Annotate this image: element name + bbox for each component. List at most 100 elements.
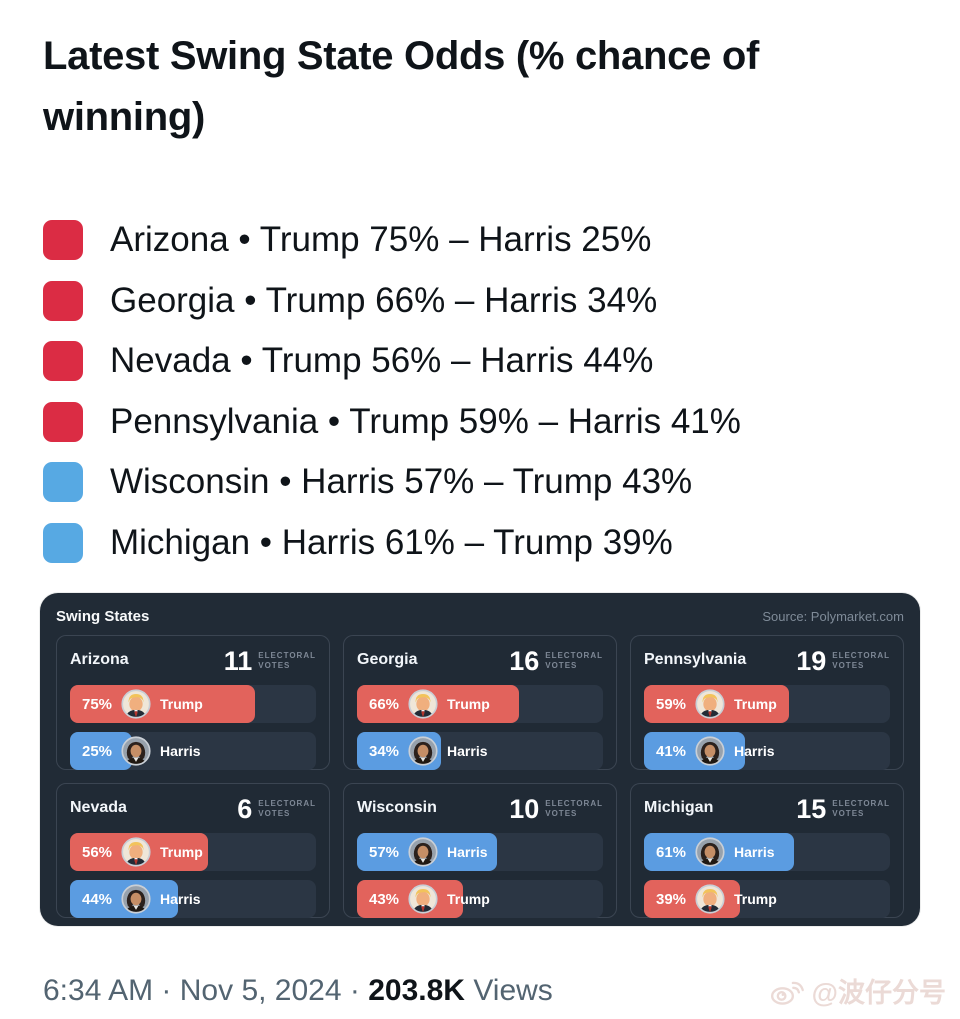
electoral-votes-label: ELECTORAL VOTES bbox=[832, 651, 890, 670]
list-item-michigan: Michigan • Harris 61% – Trump 39% bbox=[43, 513, 917, 574]
candidate-name: Trump bbox=[447, 891, 490, 907]
harris-bar: 44% Harris bbox=[70, 880, 316, 918]
trump-bar: 75% Trump bbox=[70, 685, 316, 723]
electoral-votes-label: ELECTORAL VOTES bbox=[258, 799, 316, 818]
blue-square-icon bbox=[43, 462, 83, 503]
list-item-arizona: Arizona • Trump 75% – Harris 25% bbox=[43, 210, 917, 271]
post-title: Latest Swing State Odds (% chance of win… bbox=[43, 34, 759, 139]
trump-avatar-icon bbox=[408, 884, 438, 914]
harris-bar: 57% Harris bbox=[357, 833, 603, 871]
harris-avatar-icon bbox=[695, 837, 725, 867]
trump-bar: 59% Trump bbox=[644, 685, 890, 723]
red-square-icon bbox=[43, 220, 83, 261]
pct-value: 59% bbox=[656, 695, 687, 713]
trump-avatar-icon bbox=[121, 689, 151, 719]
watermark-handle: @波仔分号 bbox=[811, 978, 946, 1008]
trump-avatar-icon bbox=[408, 689, 438, 719]
pct-value: 44% bbox=[82, 890, 113, 908]
tile-arizona: Arizona 11 ELECTORAL VOTES 75% Trump bbox=[56, 635, 330, 770]
trump-avatar-icon bbox=[121, 837, 151, 867]
candidate-name: Harris bbox=[447, 743, 488, 759]
candidate-name: Trump bbox=[447, 696, 490, 712]
trump-avatar-icon bbox=[695, 689, 725, 719]
dot-separator: · bbox=[161, 973, 172, 1007]
harris-bar: 61% Harris bbox=[644, 833, 890, 871]
tile-georgia: Georgia 16 ELECTORAL VOTES 66% Trump bbox=[343, 635, 617, 770]
trump-bar: 56% Trump bbox=[70, 833, 316, 871]
state-name: Wisconsin bbox=[357, 799, 437, 816]
trump-avatar-icon bbox=[695, 884, 725, 914]
tile-michigan: Michigan 15 ELECTORAL VOTES 61% Harris bbox=[630, 783, 904, 918]
pct-value: 56% bbox=[82, 843, 113, 861]
electoral-votes-number: 10 bbox=[509, 794, 540, 824]
harris-bar: 25% Harris bbox=[70, 732, 316, 770]
post-time: 6:34 AM bbox=[43, 973, 154, 1007]
harris-avatar-icon bbox=[121, 884, 151, 914]
state-name: Georgia bbox=[357, 651, 418, 668]
harris-avatar-icon bbox=[121, 736, 151, 766]
state-name: Michigan bbox=[644, 799, 714, 816]
list-item-text: Michigan • Harris 61% – Trump 39% bbox=[110, 522, 673, 562]
card-source: Source: Polymarket.com bbox=[762, 608, 904, 624]
candidate-name: Harris bbox=[447, 844, 488, 860]
red-square-icon bbox=[43, 341, 83, 382]
list-item-wisconsin: Wisconsin • Harris 57% – Trump 43% bbox=[43, 452, 917, 513]
list-item-text: Georgia • Trump 66% – Harris 34% bbox=[110, 280, 658, 320]
list-item-text: Arizona • Trump 75% – Harris 25% bbox=[110, 220, 652, 260]
candidate-name: Trump bbox=[160, 844, 203, 860]
candidate-name: Harris bbox=[160, 891, 201, 907]
trump-bar: 39% Trump bbox=[644, 880, 890, 918]
candidate-name: Trump bbox=[734, 696, 777, 712]
state-tiles-grid: Arizona 11 ELECTORAL VOTES 75% Trump bbox=[56, 635, 904, 918]
swing-states-media-card[interactable]: Swing States Source: Polymarket.com Ariz… bbox=[40, 593, 920, 926]
blue-square-icon bbox=[43, 522, 83, 563]
tile-nevada: Nevada 6 ELECTORAL VOTES 56% Trump bbox=[56, 783, 330, 918]
list-item-pennsylvania: Pennsylvania • Trump 59% – Harris 41% bbox=[43, 392, 917, 453]
tile-wisconsin: Wisconsin 10 ELECTORAL VOTES 57% Harris bbox=[343, 783, 617, 918]
electoral-votes-number: 6 bbox=[237, 794, 253, 824]
pct-value: 61% bbox=[656, 843, 687, 861]
list-item-georgia: Georgia • Trump 66% – Harris 34% bbox=[43, 271, 917, 332]
candidate-name: Harris bbox=[160, 743, 201, 759]
candidate-name: Harris bbox=[734, 743, 775, 759]
harris-bar: 41% Harris bbox=[644, 732, 890, 770]
pct-value: 75% bbox=[82, 695, 113, 713]
electoral-votes-label: ELECTORAL VOTES bbox=[545, 799, 603, 818]
state-odds-list: Arizona • Trump 75% – Harris 25% Georgia… bbox=[43, 210, 917, 573]
card-header: Swing States Source: Polymarket.com bbox=[56, 605, 904, 627]
pct-value: 39% bbox=[656, 890, 687, 908]
pct-value: 34% bbox=[369, 742, 400, 760]
electoral-votes-number: 19 bbox=[796, 646, 827, 676]
state-name: Arizona bbox=[70, 651, 129, 668]
trump-bar: 43% Trump bbox=[357, 880, 603, 918]
weibo-logo-icon bbox=[770, 981, 804, 1005]
pct-value: 41% bbox=[656, 742, 687, 760]
candidate-name: Trump bbox=[734, 891, 777, 907]
harris-avatar-icon bbox=[695, 736, 725, 766]
electoral-votes-label: ELECTORAL VOTES bbox=[832, 799, 890, 818]
post-footer: 6:34 AM · Nov 5, 2024 · 203.8K Views @波仔… bbox=[43, 971, 946, 1010]
timestamp: 6:34 AM · Nov 5, 2024 · 203.8K Views bbox=[43, 974, 553, 1008]
views-label: Views bbox=[473, 973, 553, 1007]
pct-value: 25% bbox=[82, 742, 113, 760]
list-item-text: Pennsylvania • Trump 59% – Harris 41% bbox=[110, 401, 741, 441]
trump-bar: 66% Trump bbox=[357, 685, 603, 723]
views-count: 203.8K bbox=[368, 973, 465, 1007]
candidate-name: Trump bbox=[160, 696, 203, 712]
harris-avatar-icon bbox=[408, 736, 438, 766]
harris-bar: 34% Harris bbox=[357, 732, 603, 770]
state-name: Pennsylvania bbox=[644, 651, 747, 668]
electoral-votes-number: 15 bbox=[796, 794, 827, 824]
red-square-icon bbox=[43, 280, 83, 321]
electoral-votes-number: 11 bbox=[223, 646, 253, 676]
electoral-votes-label: ELECTORAL VOTES bbox=[258, 651, 316, 670]
list-item-text: Wisconsin • Harris 57% – Trump 43% bbox=[110, 462, 693, 502]
pct-value: 57% bbox=[369, 843, 400, 861]
watermark: @波仔分号 bbox=[769, 971, 946, 1010]
list-item-text: Nevada • Trump 56% – Harris 44% bbox=[110, 341, 654, 381]
pct-value: 66% bbox=[369, 695, 400, 713]
tile-pennsylvania: Pennsylvania 19 ELECTORAL VOTES 59% Trump bbox=[630, 635, 904, 770]
harris-avatar-icon bbox=[408, 837, 438, 867]
post-date: Nov 5, 2024 bbox=[179, 973, 342, 1007]
electoral-votes-label: ELECTORAL VOTES bbox=[545, 651, 603, 670]
